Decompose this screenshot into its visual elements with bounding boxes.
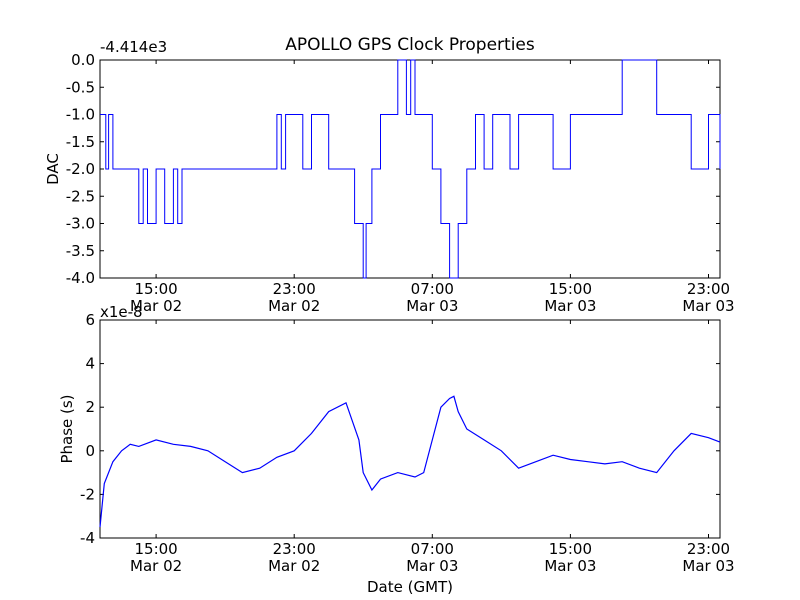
dac-panel: 0.0 -0.5 -1.0 -1.5 -2.0 -2.5 -3.0 -3.5 -4.0 15:00… <box>44 38 735 315</box>
dac-ytick-label: -1.5 <box>66 133 95 151</box>
phase-ticks <box>100 319 720 539</box>
dac-ytick-label: -2.0 <box>66 160 95 178</box>
phase-xtick-label-date: Mar 03 <box>544 557 596 575</box>
dac-y-axis-label: DAC <box>44 153 62 185</box>
phase-ytick-label: 4 <box>85 355 95 373</box>
phase-xtick-label-time: 15:00 <box>549 540 592 558</box>
phase-ytick-label: 6 <box>85 311 95 329</box>
phase-plot-area <box>99 319 721 539</box>
dac-series-line <box>100 59 721 279</box>
dac-tick-labels: 0.0 -0.5 -1.0 -1.5 -2.0 -2.5 -3.0 -3.5 -4.0 15:00… <box>66 51 735 315</box>
phase-xtick-label-time: 23:00 <box>687 540 730 558</box>
dac-xtick-label-time: 15:00 <box>549 280 592 298</box>
phase-ytick-label: 2 <box>85 398 95 416</box>
x-axis-label: Date (GMT) <box>367 578 453 596</box>
phase-series <box>99 395 721 528</box>
dac-xtick-label-time: 15:00 <box>134 280 177 298</box>
phase-xtick-label-date: Mar 03 <box>682 557 734 575</box>
dac-ticks <box>100 59 720 279</box>
phase-ytick-label: 0 <box>85 442 95 460</box>
phase-xtick-label-date: Mar 03 <box>406 557 458 575</box>
dac-xtick-label-date: Mar 03 <box>406 297 458 315</box>
dac-ytick-label: -0.5 <box>66 78 95 96</box>
chart-title: APOLLO GPS Clock Properties <box>285 35 535 55</box>
dac-xtick-label-time: 23:00 <box>687 280 730 298</box>
dac-xtick-label-time: 07:00 <box>411 280 454 298</box>
phase-xtick-label-time: 07:00 <box>411 540 454 558</box>
dac-offset-label: -4.414e3 <box>100 38 167 56</box>
dac-xtick-label-date: Mar 03 <box>544 297 596 315</box>
dac-ytick-label: -4.0 <box>66 269 95 287</box>
phase-xtick-label-date: Mar 02 <box>130 557 182 575</box>
phase-y-axis-label: Phase (s) <box>58 394 76 463</box>
dac-xtick-label-date: Mar 02 <box>268 297 320 315</box>
dac-ytick-label: 0.0 <box>71 51 95 69</box>
dac-ytick-label: -3.0 <box>66 215 95 233</box>
phase-xtick-label-time: 23:00 <box>273 540 316 558</box>
phase-xtick-label-date: Mar 02 <box>268 557 320 575</box>
dac-xtick-label-date: Mar 03 <box>682 297 734 315</box>
phase-ytick-label: -4 <box>80 529 95 547</box>
dac-xtick-label-date: Mar 02 <box>130 297 182 315</box>
dac-series <box>100 59 721 279</box>
dac-ytick-label: -3.5 <box>66 242 95 260</box>
phase-ytick-label: -2 <box>80 485 95 503</box>
phase-series-line <box>99 395 721 528</box>
phase-xtick-label-time: 15:00 <box>134 540 177 558</box>
dac-ytick-label: -2.5 <box>66 187 95 205</box>
dac-ytick-label: -1.0 <box>66 106 95 124</box>
dac-xtick-label-time: 23:00 <box>273 280 316 298</box>
phase-offset-label: x1e-8 <box>100 303 143 321</box>
